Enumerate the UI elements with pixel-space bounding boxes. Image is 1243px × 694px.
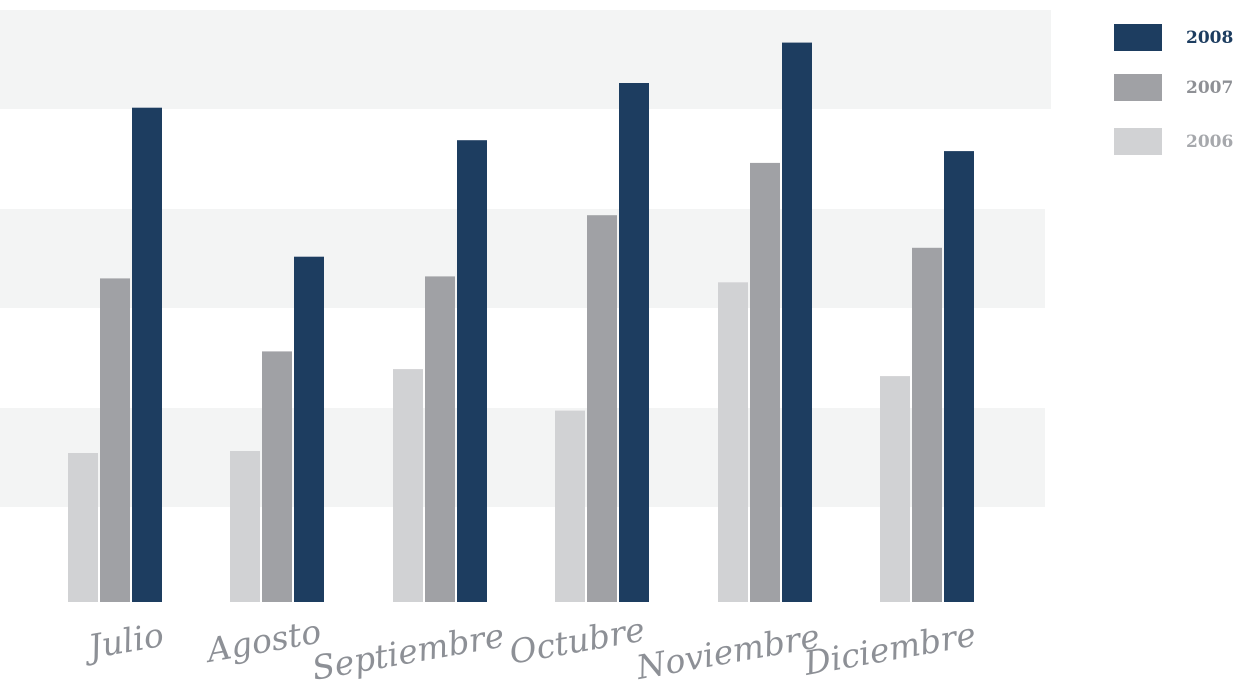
bar-2006-agosto <box>230 451 260 602</box>
legend-swatch-2007 <box>1114 74 1162 101</box>
x-label-julio: Julio <box>80 615 167 668</box>
bar-2008-noviembre <box>782 42 812 603</box>
bar-2007-julio <box>100 278 130 602</box>
bar-2007-noviembre <box>750 162 780 602</box>
x-label-septiembre: Septiembre <box>309 616 507 688</box>
legend-swatch-2006 <box>1114 128 1162 155</box>
bar-2008-julio <box>132 107 162 602</box>
bar-2008-diciembre <box>944 151 974 602</box>
bar-2006-octubre <box>555 410 585 602</box>
legend-swatch-2008 <box>1114 24 1162 51</box>
grid-band <box>0 10 1051 109</box>
grid-band <box>0 209 1045 308</box>
grid-band <box>0 408 1045 507</box>
x-label-octubre: Octubre <box>506 610 647 672</box>
x-label-noviembre: Noviembre <box>632 616 822 687</box>
legend: 2008 2007 2006 <box>1114 24 1233 155</box>
legend-label-2008: 2008 <box>1186 28 1233 48</box>
legend-label-2006: 2006 <box>1186 132 1233 152</box>
x-label-agosto: Agosto <box>201 611 324 670</box>
x-axis-labels: oJulioAgostoSeptiembreOctubreNoviembreDi… <box>80 610 979 688</box>
bar-2007-diciembre <box>912 247 942 603</box>
bar-group <box>68 42 974 603</box>
bar-2007-septiembre <box>425 276 455 602</box>
x-label-diciembre: Diciembre <box>800 614 978 683</box>
bar-2006-julio <box>68 453 98 602</box>
bar-2006-diciembre <box>880 376 910 602</box>
bar-2008-octubre <box>619 83 649 602</box>
bar-2007-octubre <box>587 215 617 602</box>
background-bands <box>0 10 1051 507</box>
bar-2008-agosto <box>294 256 324 602</box>
bar-2006-septiembre <box>393 369 423 602</box>
bar-2007-agosto <box>262 351 292 602</box>
legend-label-2007: 2007 <box>1186 78 1233 98</box>
bar-2006-noviembre <box>718 282 748 602</box>
bar-2008-septiembre <box>457 140 487 602</box>
